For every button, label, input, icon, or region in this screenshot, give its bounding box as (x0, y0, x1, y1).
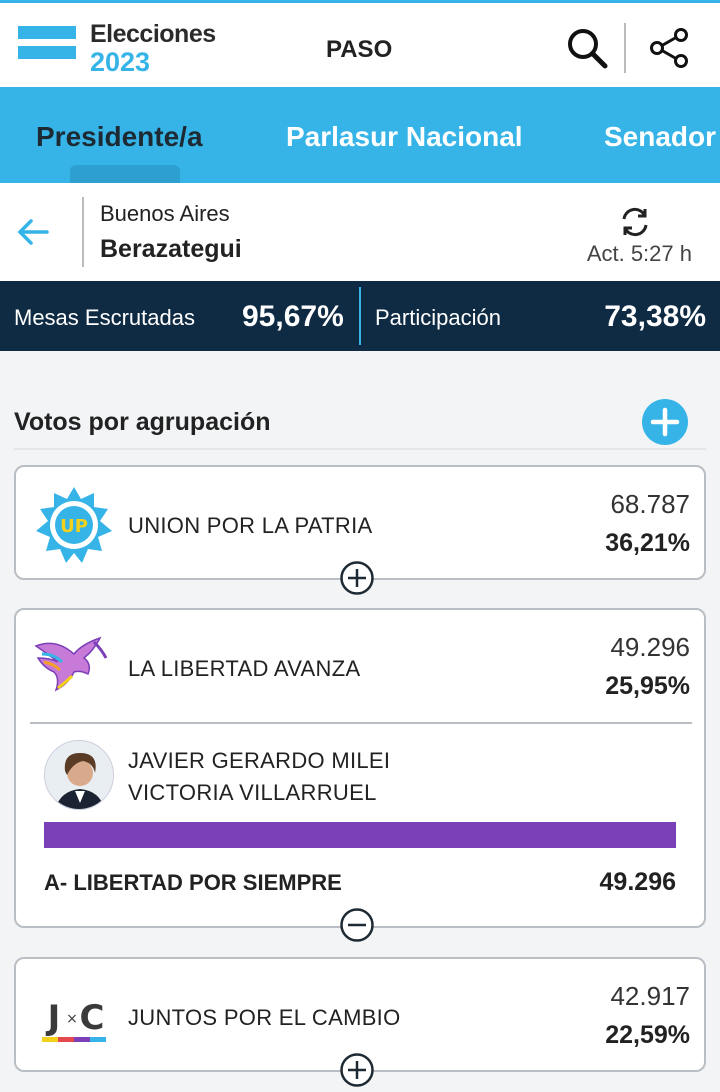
party-card-union-por-la-patria[interactable]: UP UNION POR LA PATRIA 68.787 36,21% (14, 465, 706, 595)
card-divider (30, 722, 692, 724)
mesas-escrutadas-value: 95,67% (242, 300, 344, 333)
juntos-por-el-cambio-logo-icon: J × C (42, 998, 106, 1042)
tab-parlasur-nacional[interactable]: Parlasur Nacional (286, 121, 523, 152)
header-divider (624, 23, 626, 73)
section-title: Votos por agrupación (14, 408, 271, 436)
union-por-la-patria-logo-icon: UP (36, 487, 112, 563)
location-bar: Buenos Aires Berazategui Act. 5:27 h (0, 183, 720, 281)
tab-senador[interactable]: Senador (604, 121, 717, 152)
jxc-logo-j: J (46, 998, 61, 1038)
up-logo-text: UP (60, 516, 88, 537)
party-percent: 22,59% (605, 1021, 690, 1049)
party-percent: 36,21% (605, 529, 690, 557)
election-type-label: PASO (326, 36, 393, 63)
collapse-minus-icon[interactable] (340, 908, 374, 942)
list-vote-bar-fill (44, 822, 676, 848)
category-tabs: Presidente/a Parlasur Nacional Senador (0, 87, 720, 183)
list-vote-bar (44, 822, 676, 848)
argentina-flag-icon (18, 26, 76, 72)
scrutiny-stats-bar: Mesas Escrutadas 95,67% Participación 73… (0, 281, 720, 351)
logo-title: Elecciones (90, 20, 216, 48)
candidate-avatar (44, 740, 114, 810)
la-libertad-avanza-eagle-icon (34, 636, 108, 692)
expand-plus-icon[interactable] (340, 1053, 374, 1087)
add-circle-icon[interactable] (642, 399, 688, 445)
party-name: JUNTOS POR EL CAMBIO (128, 1005, 401, 1030)
share-icon[interactable] (648, 27, 690, 69)
party-card-la-libertad-avanza[interactable]: LA LIBERTAD AVANZA 49.296 25,95% JAVIER … (14, 608, 706, 942)
refresh-icon[interactable] (618, 205, 652, 239)
list-name: A- LIBERTAD POR SIEMPRE (44, 870, 342, 895)
expand-plus-icon[interactable] (340, 561, 374, 595)
candidate-photo-icon (45, 741, 113, 809)
vice-candidate-name: VICTORIA VILLARRUEL (128, 780, 377, 805)
search-icon[interactable] (566, 27, 608, 69)
participacion-value: 73,38% (604, 300, 706, 333)
jxc-logo-x: × (66, 1011, 78, 1027)
active-tab-indicator (70, 165, 180, 183)
party-name: LA LIBERTAD AVANZA (128, 656, 361, 681)
municipality-label: Berazategui (100, 235, 242, 263)
party-name: UNION POR LA PATRIA (128, 513, 373, 538)
tab-presidente[interactable]: Presidente/a (36, 121, 203, 152)
stats-divider (359, 287, 361, 345)
party-votes: 49.296 (610, 632, 690, 662)
party-votes: 42.917 (610, 981, 690, 1011)
province-label: Buenos Aires (100, 201, 230, 226)
last-update-time: Act. 5:27 h (586, 241, 692, 266)
jxc-logo-c: C (80, 998, 105, 1038)
list-votes: 49.296 (599, 868, 676, 896)
party-card-juntos-por-el-cambio[interactable]: J × C JUNTOS POR EL CAMBIO 42.917 22,59% (14, 957, 706, 1087)
participacion-label: Participación (375, 305, 501, 330)
president-candidate-name: JAVIER GERARDO MILEI (128, 748, 391, 773)
party-votes: 68.787 (610, 489, 690, 519)
app-header: Elecciones 2023 PASO (0, 0, 720, 87)
party-percent: 25,95% (605, 672, 690, 700)
logo-year: 2023 (90, 47, 151, 77)
location-divider (82, 197, 84, 267)
mesas-escrutadas-label: Mesas Escrutadas (14, 305, 195, 330)
back-arrow-icon[interactable] (16, 215, 50, 249)
elecciones-logo[interactable]: Elecciones 2023 (18, 20, 218, 77)
section-divider (14, 448, 706, 450)
